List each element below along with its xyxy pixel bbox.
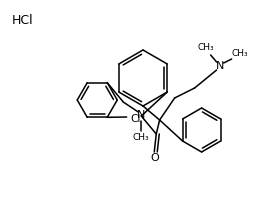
Text: CH₃: CH₃	[197, 42, 213, 52]
Text: N: N	[136, 110, 145, 120]
Text: O: O	[150, 153, 159, 163]
Text: CH₃: CH₃	[132, 132, 149, 141]
Text: N: N	[215, 61, 223, 71]
Text: Cl: Cl	[130, 114, 140, 124]
Text: CH₃: CH₃	[230, 48, 247, 57]
Text: HCl: HCl	[12, 14, 34, 26]
